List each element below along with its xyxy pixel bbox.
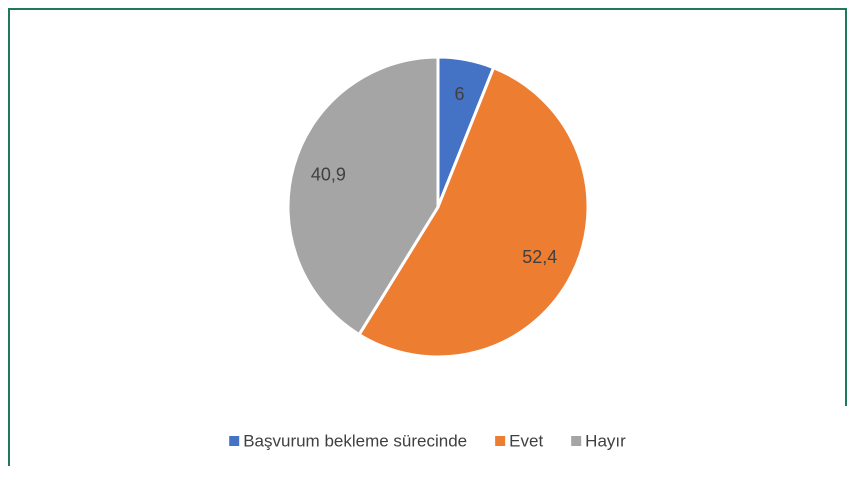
legend-label: Hayır (585, 431, 626, 450)
legend-label: Başvurum bekleme sürecinde (243, 431, 467, 450)
data-label: 40,9 (311, 165, 346, 185)
pie: 6 52,4 40,9 (286, 55, 590, 359)
legend: Başvurum bekleme sürecinde Evet Hayır (229, 431, 626, 450)
pie-slice (357, 65, 590, 359)
data-label: 6 (455, 84, 465, 104)
legend-swatch (229, 436, 240, 446)
data-label: 52,4 (522, 247, 557, 267)
legend-label: Evet (509, 431, 543, 450)
pie-slice (286, 55, 440, 337)
legend-swatch (495, 436, 506, 446)
frame (8, 8, 847, 466)
legend-swatch (571, 436, 582, 446)
legend-items: Başvurum bekleme sürecinde Evet Hayır (229, 431, 626, 450)
